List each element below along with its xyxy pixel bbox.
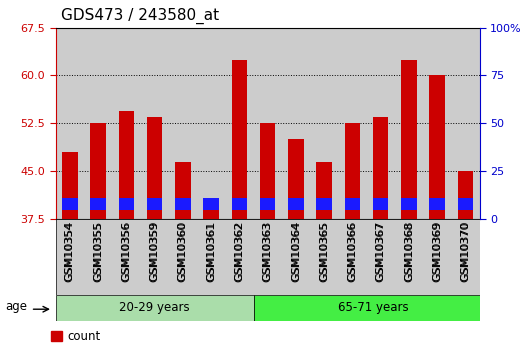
Text: GSM10360: GSM10360 xyxy=(178,220,188,281)
Bar xyxy=(147,117,162,219)
Text: GSM10364: GSM10364 xyxy=(291,221,301,282)
Bar xyxy=(119,198,134,209)
Text: 65-71 years: 65-71 years xyxy=(338,302,409,314)
Bar xyxy=(90,198,106,209)
Bar xyxy=(373,198,388,209)
Text: GSM10356: GSM10356 xyxy=(121,220,131,281)
Bar xyxy=(316,198,332,209)
Bar xyxy=(232,60,247,219)
Bar xyxy=(288,198,304,209)
Text: GDS473 / 243580_at: GDS473 / 243580_at xyxy=(61,8,219,24)
Text: GSM10359: GSM10359 xyxy=(149,221,160,282)
Text: GSM10361: GSM10361 xyxy=(206,221,216,282)
Text: GSM10366: GSM10366 xyxy=(348,220,357,281)
Text: GSM10363: GSM10363 xyxy=(263,221,272,282)
Bar xyxy=(344,124,360,219)
Bar xyxy=(204,206,219,219)
Bar xyxy=(373,117,388,219)
Text: GSM10369: GSM10369 xyxy=(432,220,442,281)
FancyBboxPatch shape xyxy=(56,295,253,321)
Text: GSM10355: GSM10355 xyxy=(93,221,103,282)
Bar xyxy=(401,198,417,209)
Text: GSM10364: GSM10364 xyxy=(291,220,301,281)
Text: GSM10354: GSM10354 xyxy=(65,220,75,281)
Bar xyxy=(232,198,247,209)
Bar xyxy=(458,198,473,209)
Bar xyxy=(147,198,162,209)
Bar xyxy=(458,171,473,219)
Bar xyxy=(62,198,77,209)
Text: GSM10370: GSM10370 xyxy=(461,221,471,282)
Text: GSM10361: GSM10361 xyxy=(206,220,216,281)
FancyBboxPatch shape xyxy=(253,295,494,321)
Text: GSM10356: GSM10356 xyxy=(121,221,131,282)
Text: GSM10355: GSM10355 xyxy=(93,220,103,281)
Text: GSM10365: GSM10365 xyxy=(319,221,329,282)
Text: GSM10366: GSM10366 xyxy=(348,221,357,282)
Text: GSM10369: GSM10369 xyxy=(432,221,442,282)
Text: GSM10370: GSM10370 xyxy=(461,220,471,281)
Text: GSM10362: GSM10362 xyxy=(234,221,244,282)
Text: GSM10367: GSM10367 xyxy=(376,220,386,281)
Text: GSM10360: GSM10360 xyxy=(178,221,188,282)
Bar xyxy=(62,152,77,219)
Bar xyxy=(401,60,417,219)
Text: GSM10363: GSM10363 xyxy=(263,220,272,281)
Text: GSM10365: GSM10365 xyxy=(319,220,329,281)
Bar xyxy=(175,161,191,219)
Text: GSM10359: GSM10359 xyxy=(149,220,160,281)
Text: GSM10368: GSM10368 xyxy=(404,221,414,282)
Bar xyxy=(90,124,106,219)
Text: GSM10362: GSM10362 xyxy=(234,220,244,281)
Bar xyxy=(260,198,276,209)
Bar xyxy=(204,198,219,209)
Bar xyxy=(288,139,304,219)
Bar xyxy=(344,198,360,209)
Bar xyxy=(175,198,191,209)
Bar xyxy=(260,124,276,219)
Text: GSM10368: GSM10368 xyxy=(404,220,414,281)
Bar xyxy=(429,198,445,209)
Text: 20-29 years: 20-29 years xyxy=(119,302,190,314)
Bar xyxy=(316,161,332,219)
Text: GSM10367: GSM10367 xyxy=(376,221,386,282)
Bar xyxy=(119,111,134,219)
Bar xyxy=(429,76,445,219)
Legend: count, percentile rank within the sample: count, percentile rank within the sample xyxy=(51,330,267,345)
FancyBboxPatch shape xyxy=(56,219,480,295)
Text: GSM10354: GSM10354 xyxy=(65,221,75,282)
Text: age: age xyxy=(5,300,28,313)
